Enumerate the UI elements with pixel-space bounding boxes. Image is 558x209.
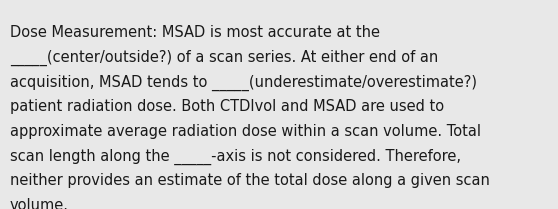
Text: Dose Measurement: MSAD is most accurate at the: Dose Measurement: MSAD is most accurate … <box>10 25 380 40</box>
Text: acquisition, MSAD tends to _____(underestimate/overestimate?): acquisition, MSAD tends to _____(underes… <box>10 74 477 91</box>
Text: _____(center/outside?) of a scan series. At either end of an: _____(center/outside?) of a scan series.… <box>10 50 438 66</box>
Text: scan length along the _____-axis is not considered. Therefore,: scan length along the _____-axis is not … <box>10 148 461 165</box>
Text: volume.: volume. <box>10 198 69 209</box>
Text: neither provides an estimate of the total dose along a given scan: neither provides an estimate of the tota… <box>10 173 490 188</box>
Text: approximate average radiation dose within a scan volume. Total: approximate average radiation dose withi… <box>10 124 481 139</box>
Text: patient radiation dose. Both CTDIvol and MSAD are used to: patient radiation dose. Both CTDIvol and… <box>10 99 444 114</box>
